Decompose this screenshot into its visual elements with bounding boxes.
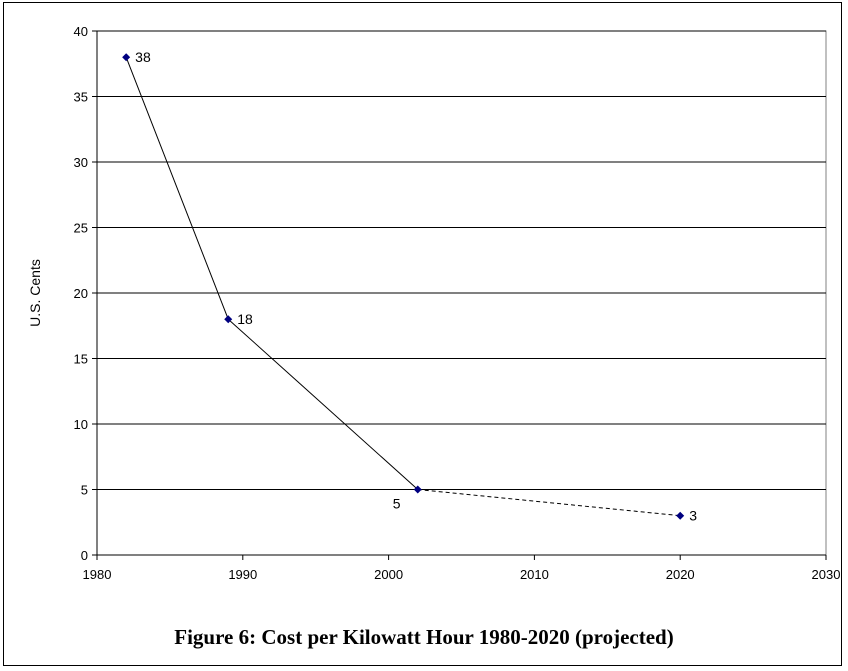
y-tick-label: 30: [74, 155, 88, 170]
data-label-2002: 5: [393, 496, 401, 512]
y-tick-label: 35: [74, 90, 88, 105]
data-point-1989: [224, 315, 233, 324]
y-tick-label: 5: [81, 483, 88, 498]
data-point-2002: [413, 485, 422, 494]
x-tick-label: 2030: [812, 567, 841, 582]
x-tick-label: 2010: [520, 567, 549, 582]
data-labels: 38 18 5 3: [135, 49, 697, 524]
y-tick-label: 10: [74, 417, 88, 432]
series-segment-3: [417, 489, 681, 517]
x-tick-label: 2000: [374, 567, 403, 582]
figure-caption: Figure 6: Cost per Kilowatt Hour 1980-20…: [174, 625, 674, 649]
series-lines: [125, 57, 681, 517]
x-tick-label: 1990: [228, 567, 257, 582]
data-label-1989: 18: [237, 311, 253, 327]
data-label-2020: 3: [689, 508, 697, 524]
y-tick-label: 15: [74, 352, 88, 367]
data-point-1982: [122, 53, 131, 62]
series-segment-2: [227, 318, 419, 490]
y-axis-title: U.S. Cents: [27, 259, 43, 327]
x-tick-label: 1980: [83, 567, 112, 582]
data-markers: [122, 53, 685, 520]
gridlines: [97, 30, 826, 490]
data-label-1982: 38: [135, 49, 151, 65]
y-tick-label: 25: [74, 221, 88, 236]
data-point-2020: [676, 511, 685, 520]
y-tick-label: 40: [74, 24, 88, 39]
y-tick-label: 0: [81, 548, 88, 563]
y-tick-label: 20: [74, 286, 88, 301]
x-tick-label: 2020: [666, 567, 695, 582]
axes: [92, 30, 827, 560]
series-segment-1: [125, 57, 229, 320]
